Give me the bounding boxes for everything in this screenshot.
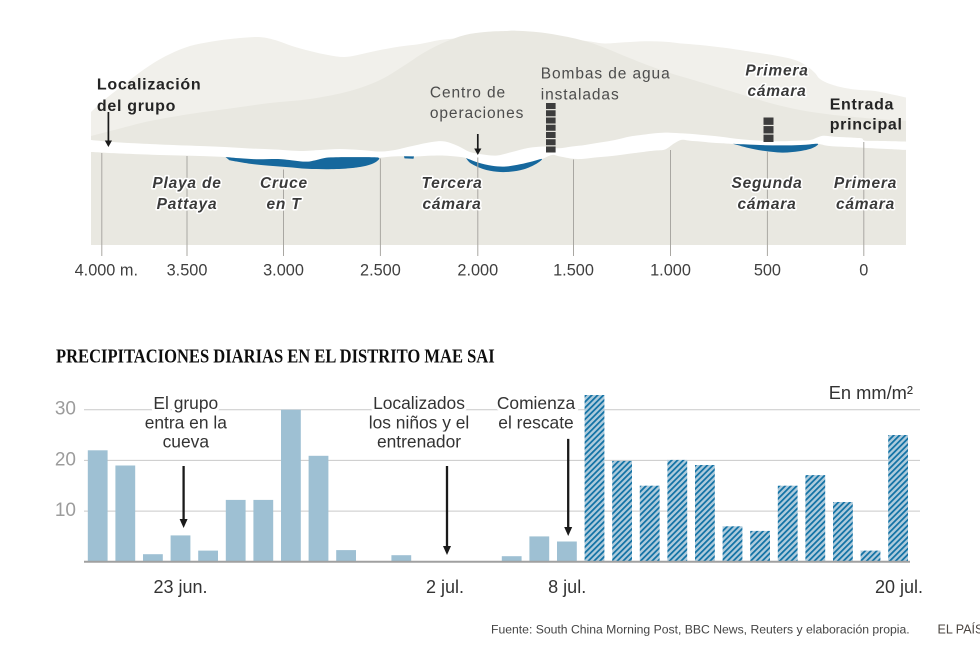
svg-text:1.500: 1.500 (553, 262, 594, 280)
svg-text:el rescate: el rescate (498, 412, 573, 432)
svg-text:Entrada: Entrada (830, 96, 894, 113)
svg-text:PRECIPITACIONES DIARIAS EN EL: PRECIPITACIONES DIARIAS EN EL DISTRITO M… (56, 345, 495, 367)
svg-text:20: 20 (55, 449, 76, 470)
svg-text:los niños y el: los niños y el (369, 412, 470, 432)
svg-text:Pattaya: Pattaya (157, 196, 218, 213)
svg-text:Fuente: South China Morning Po: Fuente: South China Morning Post, BBC Ne… (491, 623, 910, 637)
svg-text:cámara: cámara (836, 196, 895, 213)
svg-text:Bombas de agua: Bombas de agua (541, 66, 671, 83)
svg-text:4.000 m.: 4.000 m. (75, 262, 138, 280)
svg-text:Primera: Primera (745, 63, 808, 80)
svg-text:20 jul.: 20 jul. (875, 577, 923, 597)
svg-text:entra en la: entra en la (145, 412, 228, 432)
svg-text:cámara: cámara (737, 196, 796, 213)
svg-text:Localizados: Localizados (373, 393, 465, 413)
svg-text:Tercera: Tercera (421, 175, 482, 192)
svg-text:Comienza: Comienza (497, 393, 576, 413)
svg-text:EL PAÍS: EL PAÍS (938, 622, 980, 637)
svg-text:Playa de: Playa de (152, 175, 221, 192)
svg-text:30: 30 (55, 399, 76, 420)
svg-text:Primera: Primera (834, 175, 897, 192)
svg-text:1.000: 1.000 (650, 262, 691, 280)
svg-text:operaciones: operaciones (430, 105, 524, 122)
svg-text:principal: principal (830, 117, 903, 134)
svg-text:cueva: cueva (163, 432, 210, 452)
svg-text:entrenador: entrenador (377, 432, 461, 452)
svg-text:cámara: cámara (422, 196, 481, 213)
svg-text:Centro de: Centro de (430, 85, 506, 102)
svg-text:El grupo: El grupo (153, 393, 218, 413)
svg-text:2 jul.: 2 jul. (426, 577, 464, 597)
svg-text:0: 0 (859, 262, 868, 280)
svg-text:cámara: cámara (747, 83, 806, 100)
svg-text:en T: en T (266, 196, 302, 213)
svg-text:3.500: 3.500 (167, 262, 208, 280)
svg-text:2.500: 2.500 (360, 262, 401, 280)
svg-text:10: 10 (55, 500, 76, 521)
svg-text:instaladas: instaladas (541, 87, 620, 104)
svg-text:del grupo: del grupo (97, 98, 176, 115)
svg-text:Cruce: Cruce (260, 175, 308, 192)
svg-text:Segunda: Segunda (731, 175, 802, 192)
svg-text:8 jul.: 8 jul. (548, 577, 586, 597)
svg-text:3.000: 3.000 (263, 262, 304, 280)
svg-text:2.000: 2.000 (457, 262, 498, 280)
svg-text:23 jun.: 23 jun. (153, 577, 207, 597)
svg-text:En mm/m²: En mm/m² (829, 382, 913, 403)
svg-text:500: 500 (754, 262, 781, 280)
svg-text:Localización: Localización (97, 76, 201, 93)
